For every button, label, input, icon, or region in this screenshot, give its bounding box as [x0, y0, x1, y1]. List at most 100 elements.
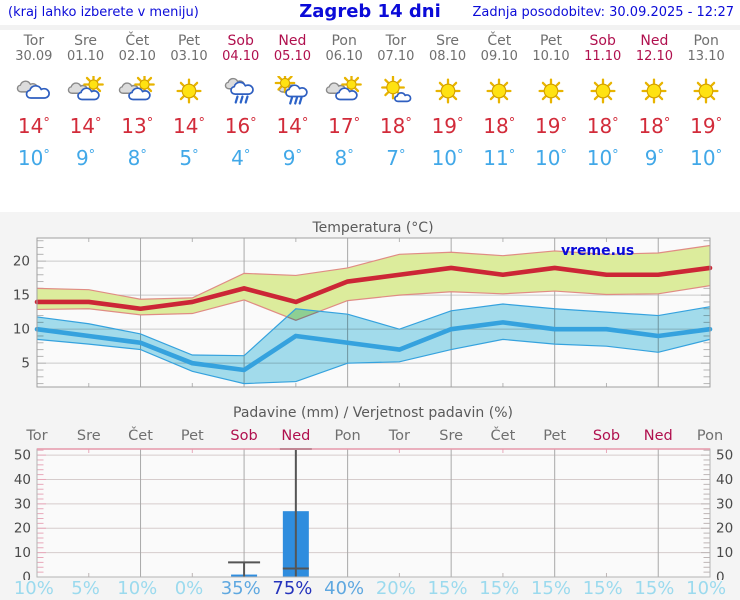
day-date: 08.10: [428, 49, 467, 64]
temp-min: 9°: [75, 146, 96, 170]
temp-max: 16°: [224, 114, 257, 138]
temp-min-range-edge: [36, 338, 711, 385]
y-axis-label: 40: [716, 472, 733, 488]
sunny-icon: [486, 78, 512, 104]
x-axis-day-label: Sob: [230, 428, 257, 444]
weather-icon: [473, 76, 525, 108]
day-date: 05.10: [273, 49, 312, 64]
temperature-chart: Temperatura (°C) 5 10 15 20 vreme.us: [13, 220, 713, 388]
x-axis-day-label: Čet: [491, 426, 516, 444]
day-name: Ned: [640, 33, 669, 49]
precip-probability: 15%: [530, 578, 571, 599]
last-updated: Zadnja posodobitev: 30.09.2025 - 12:27: [472, 5, 734, 20]
temp-min-line: [34, 320, 713, 373]
day-column: Pet 03.10 14° 5°: [163, 33, 215, 174]
weather-icon: [525, 76, 577, 108]
x-axis-day-label: Tor: [388, 428, 410, 444]
y-axis-label: 40: [14, 472, 31, 488]
temp-min: 10°: [431, 146, 464, 170]
day-column: Sre 08.10 19° 10°: [422, 33, 474, 174]
day-name: Pon: [693, 33, 719, 49]
precip-probability: 15%: [582, 578, 623, 599]
sun-rain-icon: [275, 76, 309, 105]
plot-area: [37, 449, 710, 577]
weather-icon: [318, 76, 370, 108]
weather-icon: [267, 76, 319, 108]
day-date: 07.10: [377, 49, 415, 64]
temp-max: 18°: [379, 114, 412, 138]
temp-max: 19°: [690, 114, 723, 138]
day-column: Ned 12.10 18° 9°: [629, 33, 681, 174]
day-column: Čet 02.10 13° 8°: [111, 33, 163, 174]
temp-max: 14°: [69, 114, 102, 138]
sunny-icon: [590, 78, 616, 104]
y-axis-label: 20: [14, 521, 31, 537]
sunny-icon: [176, 78, 202, 104]
temp-max-line: [34, 265, 713, 312]
sunny-icon: [435, 78, 461, 104]
temp-min: 10°: [535, 146, 567, 170]
weather-icon: [111, 76, 163, 108]
day-column: Tor 07.10 18° 7°: [370, 33, 422, 174]
plot-border: [36, 237, 711, 388]
precip-probability: 75%: [272, 578, 313, 599]
day-name: Pet: [177, 33, 201, 49]
day-date: 09.10: [480, 49, 518, 64]
temp-min: 10°: [586, 146, 619, 170]
day-date: 02.10: [118, 49, 156, 64]
y-axis-label: 0: [716, 570, 725, 581]
precip-probability: 15%: [634, 578, 675, 599]
y-axis-label: 10: [14, 545, 31, 561]
day-date: 03.10: [170, 49, 208, 64]
day-date: 06.10: [325, 49, 363, 64]
temp-min: 8°: [334, 146, 354, 170]
y-axis-label: 15: [13, 288, 30, 304]
sunny-icon: [538, 78, 564, 104]
sun-cloud-icon: [67, 76, 104, 101]
precip-probability: 40%: [324, 578, 365, 599]
precip-probability: 15%: [427, 578, 468, 599]
x-axis-day-label: Sob: [593, 428, 620, 444]
header-divider: [0, 25, 740, 30]
temp-max: 19°: [431, 114, 464, 138]
sun-small-cloud-icon: [380, 76, 412, 103]
temp-min: 9°: [282, 146, 303, 170]
day-column: Ned 05.10 14° 9°: [267, 33, 319, 174]
x-axis-day-label: Ned: [644, 428, 673, 444]
temp-min: 10°: [690, 146, 723, 170]
temp-max-range-edge: [36, 244, 711, 300]
precip-probability: 10%: [117, 578, 158, 599]
temp-max-range-band: [37, 245, 710, 321]
day-column: Sob 04.10 16° 4°: [215, 33, 267, 174]
y-axis-label: 5: [21, 356, 30, 372]
weather-icon: [215, 76, 267, 108]
temp-min: 7°: [386, 146, 406, 170]
weather-icon: [422, 76, 474, 108]
precip-probability-row: 10% 5% 10% 0% 35% 75% 40% 20% 15% 15% 15% 15% 15% 10%: [8, 578, 732, 600]
x-axis-day-label: Pet: [543, 428, 566, 444]
weather-icon: [370, 76, 422, 108]
temp-max: 18°: [586, 114, 619, 138]
location-note: (kraj lahko izberete v meniju): [8, 5, 199, 20]
day-date: 04.10: [222, 49, 260, 64]
y-axis-label: 20: [716, 521, 733, 537]
day-column: Pon 13.10 19° 10°: [680, 33, 732, 174]
cloudy-icon: [16, 80, 50, 99]
day-date: 11.10: [584, 49, 622, 64]
weather-icon: [629, 76, 681, 108]
day-column: Pon 06.10 17° 8°: [318, 33, 370, 174]
precip-chart-title: Padavine (mm) / Verjetnost padavin (%): [233, 405, 513, 421]
precip-probability: 5%: [71, 578, 100, 599]
y-axis-label: 50: [14, 448, 31, 464]
precip-probability: 0%: [174, 578, 204, 599]
day-name: Sre: [436, 33, 460, 49]
temp-min: 11°: [483, 146, 516, 170]
x-axis-day-label: Tor: [25, 428, 47, 444]
y-axis-label: 10: [13, 322, 30, 338]
temp-min: 5°: [179, 146, 199, 170]
temp-min-range-edge: [36, 303, 711, 357]
precip-probability: 35%: [220, 578, 261, 599]
day-name: Ned: [278, 33, 307, 49]
y-axis-label: 20: [13, 254, 30, 270]
x-axis-day-label: Pon: [697, 428, 723, 444]
